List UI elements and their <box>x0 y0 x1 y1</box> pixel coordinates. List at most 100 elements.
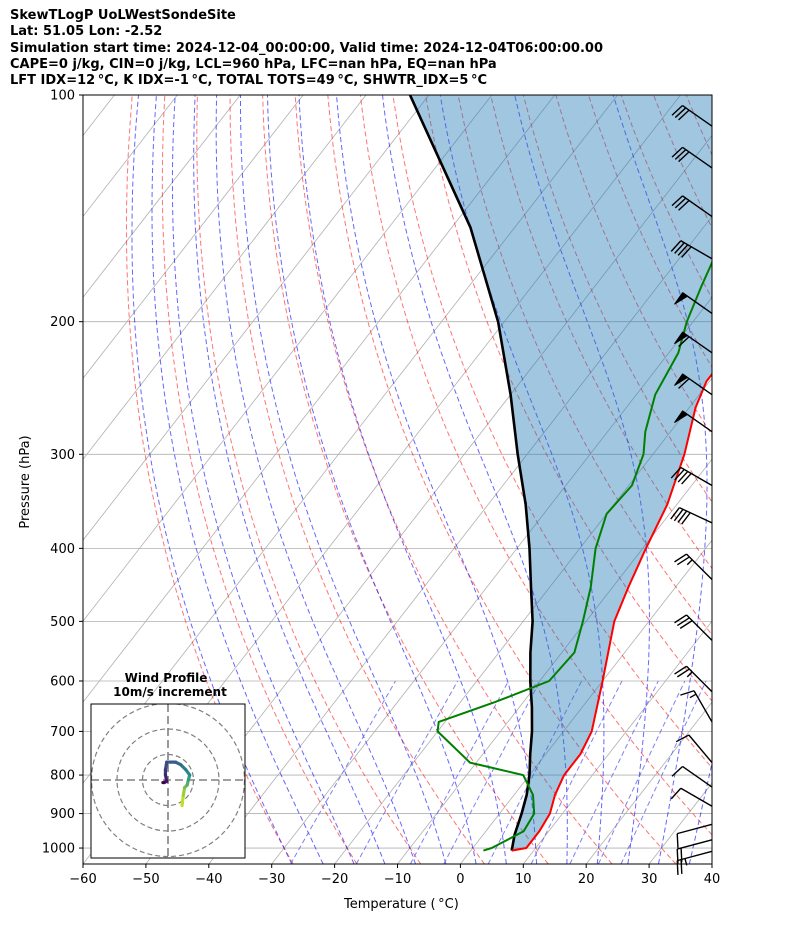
barb-full <box>676 556 690 566</box>
y-tick-label: 800 <box>50 769 75 784</box>
axes: −60 −50 −40 −30 −20 −10 0 10 20 30 40 100 200 300 400 5… <box>42 89 720 888</box>
moist-adiabat-line <box>151 95 324 864</box>
chart-header: SkewTLogP UoLWestSondeSite Lat: 51.05 Lo… <box>10 8 780 89</box>
barb-full <box>678 378 690 389</box>
barb-flag <box>674 410 689 423</box>
barb-full <box>678 151 690 163</box>
barb-flag <box>674 331 689 345</box>
x-tick-label: 40 <box>704 872 721 887</box>
dry-adiabat-line <box>262 95 549 864</box>
isotherm-line <box>83 95 241 298</box>
barb-full <box>677 510 688 523</box>
moist-adiabat-line <box>240 95 447 864</box>
barb-full <box>680 848 683 863</box>
dry-adiabat-line <box>522 95 712 503</box>
sounding-profiles <box>408 95 712 852</box>
barb-staff <box>682 195 713 218</box>
moist-adiabat-line <box>131 95 293 864</box>
hodograph-subtitle: 10m/s increment <box>113 685 227 699</box>
mixing-ratio-lines <box>290 680 707 864</box>
y-tick-label: 400 <box>50 542 75 557</box>
barb-full <box>670 466 682 479</box>
mixing-ratio-line <box>569 680 659 864</box>
wind-barb <box>671 104 713 127</box>
y-tick-label: 1000 <box>42 842 75 857</box>
wind-barb <box>670 787 713 807</box>
barb-full <box>681 472 692 485</box>
hodograph-trace <box>180 793 185 808</box>
barb-staff <box>686 665 713 693</box>
dry-adiabat-line <box>719 95 794 864</box>
barb-flag <box>674 292 689 305</box>
dewpoint-profile-line <box>436 260 712 852</box>
wind-barb <box>671 146 713 169</box>
barb-full <box>675 734 690 743</box>
barb-staff <box>680 787 713 807</box>
barb-staff <box>677 823 713 835</box>
x-tick-label: −20 <box>321 872 348 887</box>
barb-staff <box>688 734 713 764</box>
x-tick-label: −40 <box>195 872 222 887</box>
wind-barb <box>671 195 713 218</box>
wind-barb <box>670 466 713 487</box>
barb-full <box>670 507 680 520</box>
cape-cin-fill <box>410 95 712 851</box>
barb-full <box>671 105 683 116</box>
isotherm-line <box>711 863 712 864</box>
y-tick-label: 900 <box>50 807 75 822</box>
moist-adiabat-line <box>720 95 794 864</box>
x-axis-label: Temperature ( °C) <box>343 897 459 912</box>
moist-adiabat-line <box>336 95 538 864</box>
y-tick-label: 500 <box>50 615 75 630</box>
barb-full <box>681 512 691 525</box>
barb-full <box>679 620 693 629</box>
plot-area <box>83 95 794 864</box>
barb-staff <box>677 850 713 862</box>
dry-adiabat-line <box>490 95 712 570</box>
barb-staff <box>680 240 713 260</box>
isotherm-line <box>83 95 430 541</box>
barb-staff <box>686 553 713 581</box>
x-tick-label: 0 <box>456 872 464 887</box>
barb-staff <box>682 104 713 127</box>
barb-full <box>678 109 690 121</box>
barb-full <box>681 246 692 258</box>
dry-adiabat-line <box>229 95 485 864</box>
isotherm-line <box>83 95 556 703</box>
wind-barbs <box>670 104 713 875</box>
dry-adiabat-line <box>359 95 712 836</box>
barb-staff <box>677 839 713 850</box>
mixing-ratio-line <box>290 680 396 864</box>
dry-adiabat-line <box>196 95 422 864</box>
mixing-ratio-line <box>443 680 541 864</box>
barb-staff <box>693 690 713 723</box>
cin-shading <box>410 95 712 851</box>
barb-full <box>671 195 683 207</box>
hodograph-frame <box>90 703 246 859</box>
y-axis-label: Pressure (hPa) <box>18 435 33 528</box>
wind-barb <box>680 690 713 723</box>
barb-full <box>674 107 687 119</box>
temperature-profile-line <box>511 372 712 852</box>
mixing-ratio-line <box>530 680 623 864</box>
y-tick-label: 700 <box>50 725 75 740</box>
dry-adiabat-line <box>327 95 677 864</box>
wind-barb <box>675 734 713 764</box>
moist-adiabat-line <box>193 95 386 864</box>
wind-barb <box>674 410 713 433</box>
isotherm-line <box>83 95 304 379</box>
dry-adiabat-line <box>751 95 794 864</box>
wind-barb <box>674 553 713 581</box>
dry-adiabats <box>125 95 794 864</box>
barb-full <box>677 470 689 483</box>
barb-full <box>674 665 687 675</box>
barb-full <box>674 614 687 624</box>
mixing-ratio-line <box>409 680 509 864</box>
isotherm-line <box>775 95 794 864</box>
x-tick-label: −10 <box>384 872 411 887</box>
wind-barb <box>676 839 713 864</box>
barb-full <box>671 765 683 777</box>
barb-half <box>686 559 693 566</box>
barb-full <box>674 149 687 160</box>
